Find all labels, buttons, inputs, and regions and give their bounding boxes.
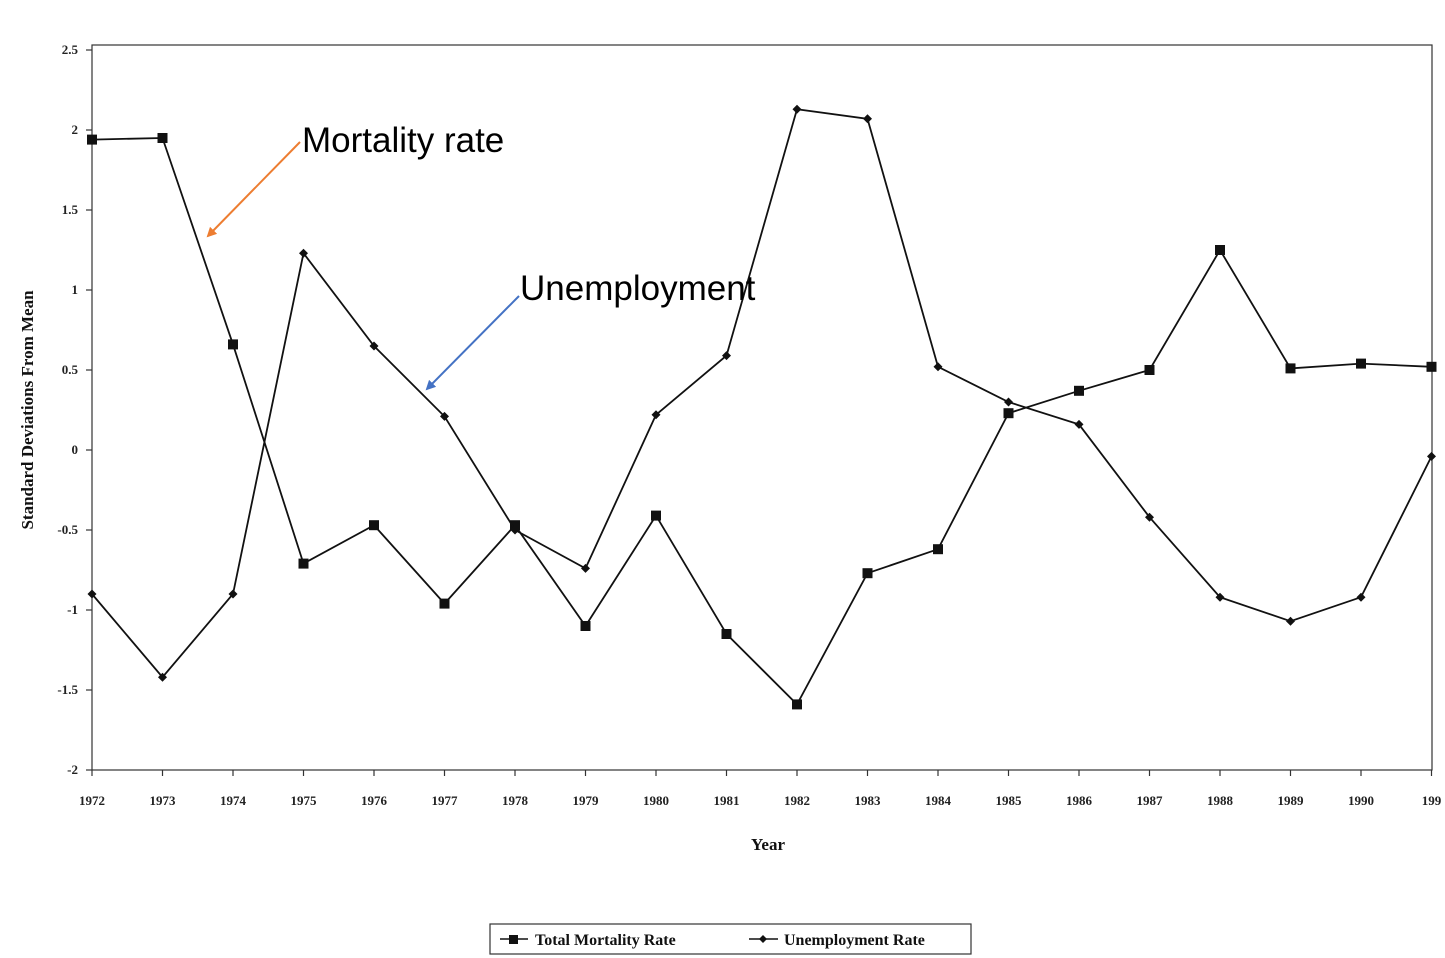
- unemployment-point: [158, 672, 167, 682]
- x-tick-label: 1978: [502, 793, 529, 808]
- unemployment-point: [863, 114, 872, 124]
- y-tick-label: -1: [67, 602, 78, 617]
- unemployment-point: [299, 248, 308, 258]
- unemployment-point: [369, 341, 379, 351]
- x-tick-label: 1988: [1207, 793, 1234, 808]
- y-tick-label: 0: [72, 442, 79, 457]
- unemployment-point: [440, 411, 449, 421]
- mortality-point: [228, 339, 238, 350]
- x-tick-label: 1981: [714, 793, 740, 808]
- mortality-point: [87, 134, 97, 145]
- x-tick-label: 1973: [150, 793, 177, 808]
- unemployment-point: [1074, 419, 1084, 429]
- legend: Total Mortality Rate Unemployment Rate: [489, 923, 972, 955]
- x-axis-title: Year: [751, 835, 785, 854]
- unemployment-point: [1145, 512, 1154, 522]
- mortality-point: [1074, 385, 1084, 396]
- x-tick-label: 1974: [220, 793, 247, 808]
- mortality-point: [862, 568, 873, 579]
- unemployment-point: [792, 104, 802, 114]
- mortality-point: [510, 520, 520, 531]
- y-tick-label: 2: [72, 122, 79, 137]
- unemployment-point: [1286, 616, 1295, 626]
- annotation-unemployment-label: Unemployment: [520, 269, 756, 308]
- legend-mortality-label: Total Mortality Rate: [535, 932, 676, 949]
- y-tick-label: 1: [72, 282, 79, 297]
- x-axis-ticks: 1972 1973 1974 1975 1976 1977 1978 1979 1980 1981…: [79, 770, 1442, 808]
- y-tick-label: 0.5: [62, 362, 79, 377]
- series-line-0: [91, 137, 1432, 706]
- x-tick-label: 1989: [1278, 793, 1305, 808]
- x-tick-label: 1990: [1348, 793, 1374, 808]
- y-tick-label: -0.5: [57, 522, 78, 537]
- annotation-unemployment: Unemployment: [425, 269, 756, 391]
- annotation-mortality-label: Mortality rate: [302, 121, 504, 160]
- mortality-point: [933, 544, 943, 555]
- unemployment-point: [651, 410, 661, 420]
- arrow-mortality: [206, 141, 301, 238]
- y-axis-title: Standard Deviations From Mean: [18, 290, 37, 530]
- x-tick-label: 1984: [925, 793, 952, 808]
- x-tick-label: 1986: [1066, 793, 1093, 808]
- mortality-point: [1144, 365, 1155, 375]
- legend-unemployment-label: Unemployment Rate: [784, 932, 925, 949]
- mortality-point: [157, 133, 168, 143]
- unemployment-point: [1427, 451, 1436, 461]
- y-tick-label: 1.5: [62, 202, 79, 217]
- plot-area: [91, 44, 1433, 771]
- x-tick-label: 1987: [1137, 793, 1164, 808]
- arrow-unemployment: [425, 295, 520, 391]
- unemployment-point: [87, 589, 97, 599]
- mortality-point: [1356, 358, 1366, 369]
- x-tick-label: 1975: [291, 793, 318, 808]
- legend-mortality-marker: [509, 935, 518, 944]
- unemployment-point: [510, 525, 520, 535]
- mortality-point: [651, 510, 661, 521]
- x-tick-label: 1980: [643, 793, 669, 808]
- x-tick-label: 1979: [573, 793, 600, 808]
- y-tick-label: 2.5: [62, 42, 79, 57]
- mortality-point: [792, 699, 802, 710]
- mortality-point: [721, 629, 732, 639]
- unemployment-point: [722, 351, 731, 361]
- mortality-point: [1285, 363, 1296, 374]
- series-layer: [87, 104, 1437, 710]
- mortality-point: [1003, 408, 1014, 419]
- x-tick-label: 1982: [784, 793, 810, 808]
- annotation-mortality: Mortality rate: [206, 121, 504, 238]
- x-tick-label: 199: [1422, 793, 1442, 808]
- y-axis-ticks: 2.5 2 1.5 1 0.5 0 -0.5 -1 -1.5 -2: [57, 42, 92, 777]
- y-tick-label: -1.5: [57, 682, 78, 697]
- unemployment-point: [1004, 397, 1013, 407]
- unemployment-point: [933, 362, 943, 372]
- unemployment-point: [581, 563, 590, 573]
- mortality-point: [580, 621, 591, 631]
- unemployment-point: [1215, 592, 1225, 602]
- x-tick-label: 1983: [855, 793, 882, 808]
- legend-box: [489, 923, 972, 955]
- x-tick-label: 1977: [432, 793, 459, 808]
- x-tick-label: 1985: [996, 793, 1023, 808]
- mortality-point: [1215, 245, 1225, 255]
- unemployment-point: [1356, 592, 1366, 602]
- mortality-point: [369, 520, 379, 531]
- x-tick-label: 1976: [361, 793, 388, 808]
- unemployment-point: [228, 589, 238, 599]
- mortality-point: [1426, 361, 1437, 372]
- legend-unemployment-marker: [759, 935, 767, 943]
- x-tick-label: 1972: [79, 793, 105, 808]
- y-tick-label: -2: [67, 762, 78, 777]
- mortality-point: [439, 598, 450, 609]
- mortality-point: [298, 558, 309, 569]
- series-line-1: [91, 108, 1433, 679]
